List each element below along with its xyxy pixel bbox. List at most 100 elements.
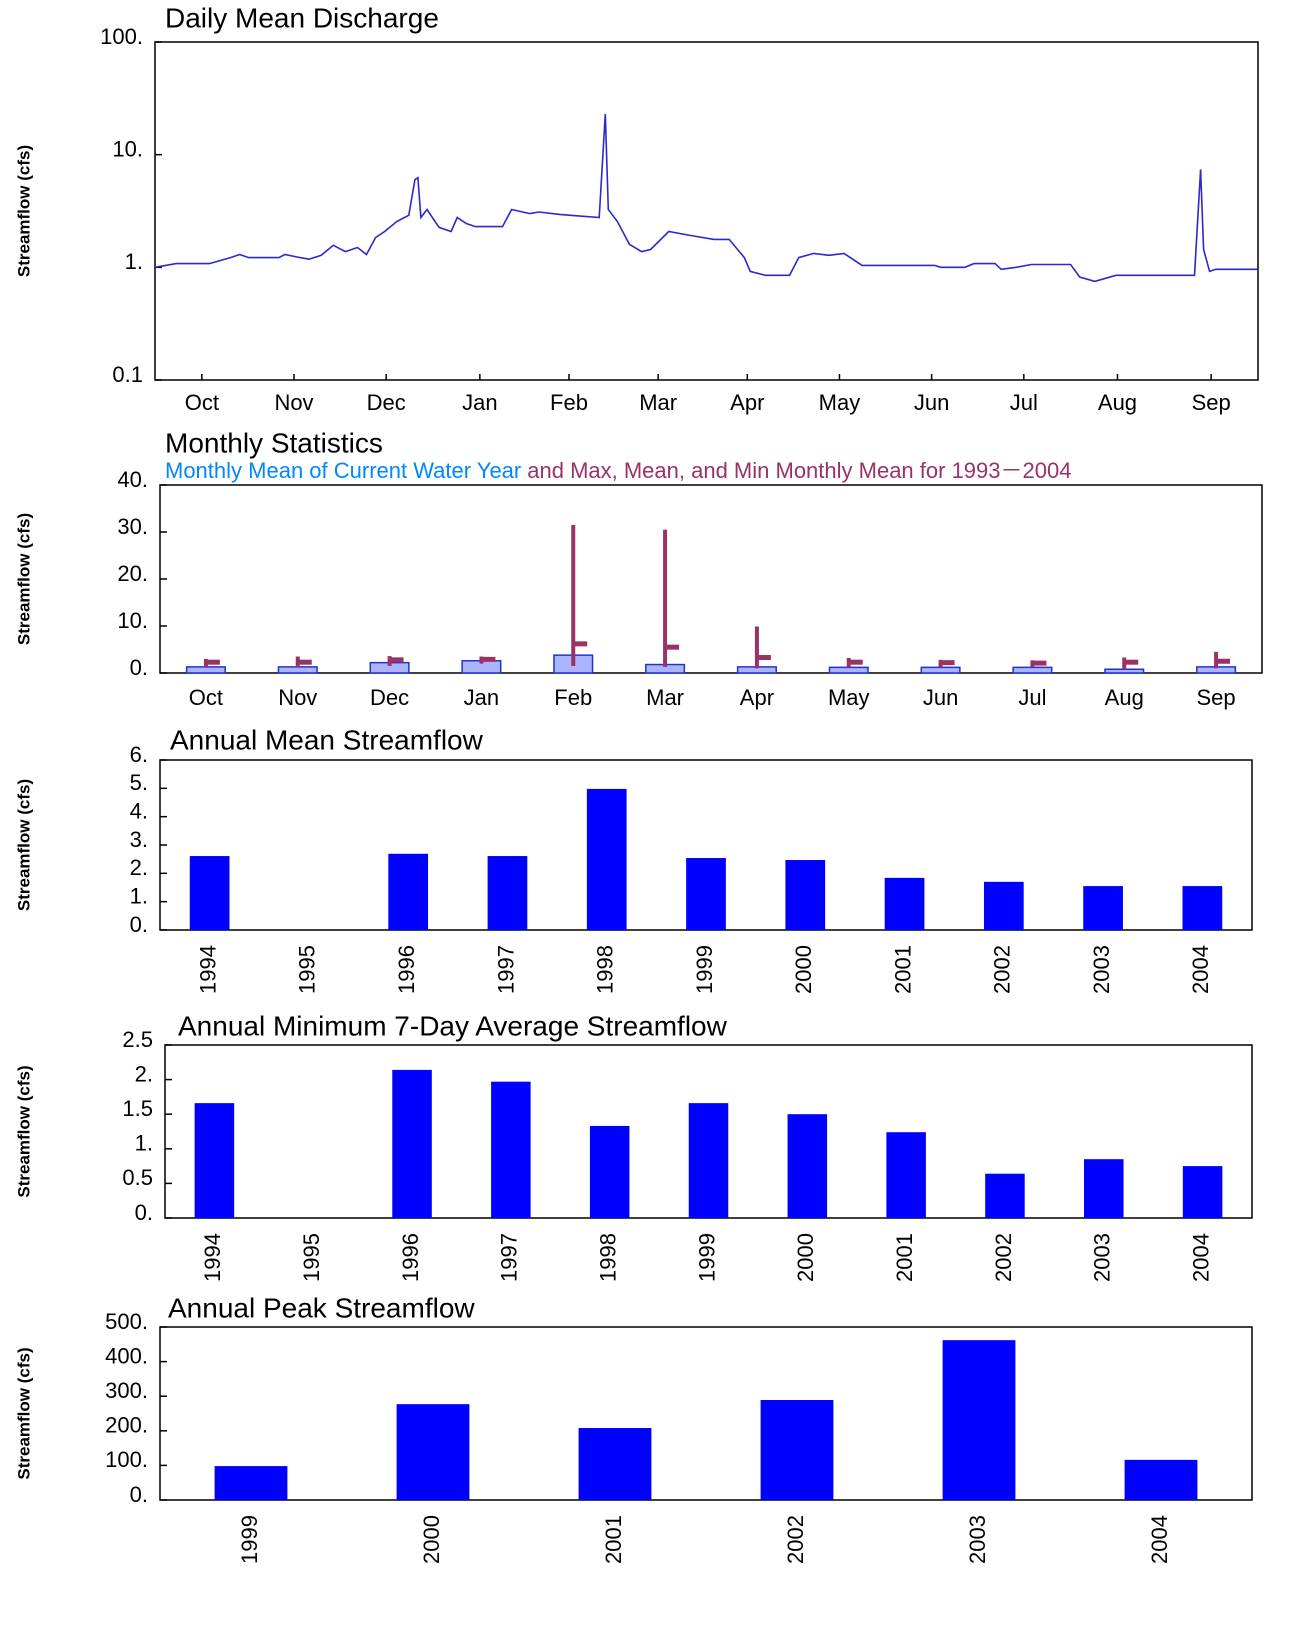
x-tick-label: Jun bbox=[914, 390, 949, 415]
y-tick-label: 100. bbox=[105, 1447, 148, 1472]
x-tick-label: Mar bbox=[639, 390, 677, 415]
bar bbox=[392, 1069, 432, 1218]
x-tick-label: Oct bbox=[185, 390, 219, 415]
x-tick-label: Jan bbox=[462, 390, 497, 415]
bar bbox=[277, 666, 318, 674]
bar bbox=[1182, 1166, 1223, 1218]
chart-title: Annual Minimum 7-Day Average Streamflow bbox=[178, 1010, 728, 1041]
chart-title: Daily Mean Discharge bbox=[165, 2, 439, 33]
y-tick-label: 0. bbox=[135, 1200, 153, 1225]
bar bbox=[686, 858, 726, 930]
x-tick-label: 1998 bbox=[595, 1233, 620, 1282]
y-tick-label: 1.5 bbox=[122, 1096, 153, 1121]
x-tick-label: 1995 bbox=[295, 945, 320, 994]
bar bbox=[586, 788, 627, 930]
x-tick-label: Apr bbox=[730, 390, 764, 415]
plot-frame bbox=[154, 41, 1259, 381]
y-tick-label: 100. bbox=[100, 24, 143, 49]
y-axis-label: Streamflow (cfs) bbox=[14, 779, 33, 911]
line-series bbox=[154, 113, 1258, 283]
x-tick-label: 2004 bbox=[1188, 1233, 1213, 1282]
x-tick-label: 2002 bbox=[783, 1515, 808, 1564]
bar bbox=[491, 1081, 531, 1218]
y-tick-label: 300. bbox=[105, 1378, 148, 1403]
y-tick-label: 0. bbox=[130, 912, 148, 937]
x-tick-label: May bbox=[828, 685, 870, 710]
y-tick-label: 30. bbox=[117, 514, 148, 539]
bar bbox=[189, 856, 230, 930]
bar bbox=[1182, 886, 1223, 930]
x-tick-label: May bbox=[819, 390, 861, 415]
y-tick-label: 0.5 bbox=[122, 1165, 153, 1190]
bar bbox=[214, 1466, 288, 1500]
bar bbox=[828, 666, 869, 674]
bar bbox=[886, 1132, 926, 1218]
x-tick-label: 1994 bbox=[195, 945, 220, 994]
y-tick-label: 2.5 bbox=[122, 1027, 153, 1052]
y-tick-label: 2. bbox=[130, 855, 148, 880]
y-tick-label: 500. bbox=[105, 1309, 148, 1334]
bar bbox=[787, 1114, 828, 1218]
x-tick-label: 1997 bbox=[497, 1233, 522, 1282]
x-tick-label: 1996 bbox=[398, 1233, 423, 1282]
x-tick-label: 2000 bbox=[419, 1515, 444, 1564]
bar bbox=[942, 1340, 1016, 1500]
x-tick-label: 2000 bbox=[791, 945, 816, 994]
x-tick-label: Jun bbox=[923, 685, 958, 710]
legend-entry: and Max, Mean, and Min Monthly Mean for … bbox=[527, 458, 1071, 483]
x-tick-label: Nov bbox=[274, 390, 313, 415]
bar bbox=[884, 877, 925, 930]
x-tick-label: 1998 bbox=[593, 945, 618, 994]
y-tick-label: 4. bbox=[130, 798, 148, 823]
x-tick-label: Jan bbox=[464, 685, 499, 710]
y-axis-label: Streamflow (cfs) bbox=[14, 1065, 33, 1197]
y-axis-label: Streamflow (cfs) bbox=[14, 145, 33, 277]
y-tick-label: 1. bbox=[125, 249, 143, 274]
bar bbox=[688, 1103, 729, 1218]
bar bbox=[1104, 668, 1145, 674]
x-tick-label: Sep bbox=[1192, 390, 1231, 415]
x-tick-label: 2000 bbox=[793, 1233, 818, 1282]
x-tick-label: Aug bbox=[1098, 390, 1137, 415]
y-tick-label: 40. bbox=[117, 467, 148, 492]
bar bbox=[985, 1173, 1025, 1218]
y-tick-label: 400. bbox=[105, 1343, 148, 1368]
x-tick-label: 1996 bbox=[394, 945, 419, 994]
bar bbox=[589, 1125, 630, 1218]
y-tick-label: 1. bbox=[130, 883, 148, 908]
x-tick-label: 2003 bbox=[965, 1515, 990, 1564]
x-tick-label: Aug bbox=[1105, 685, 1144, 710]
x-tick-label: 2001 bbox=[601, 1515, 626, 1564]
y-axis-label: Streamflow (cfs) bbox=[14, 513, 33, 645]
chart-title: Annual Mean Streamflow bbox=[170, 724, 484, 755]
bar bbox=[388, 853, 429, 930]
x-tick-label: Dec bbox=[370, 685, 409, 710]
bar bbox=[396, 1404, 470, 1500]
chart-title: Monthly Statistics bbox=[165, 427, 383, 458]
x-tick-label: Feb bbox=[550, 390, 588, 415]
bar bbox=[578, 1428, 652, 1500]
x-tick-label: 2004 bbox=[1147, 1515, 1172, 1564]
x-tick-label: Dec bbox=[367, 390, 406, 415]
bar bbox=[1124, 1459, 1198, 1500]
x-tick-label: 1994 bbox=[200, 1233, 225, 1282]
x-tick-label: 2002 bbox=[990, 945, 1015, 994]
y-tick-label: 20. bbox=[117, 561, 148, 586]
x-tick-label: 1999 bbox=[694, 1233, 719, 1282]
chart-title: Annual Peak Streamflow bbox=[168, 1292, 475, 1323]
x-tick-label: Feb bbox=[554, 685, 592, 710]
x-tick-label: 2002 bbox=[991, 1233, 1016, 1282]
x-tick-label: 1995 bbox=[299, 1233, 324, 1282]
x-tick-label: Oct bbox=[189, 685, 223, 710]
x-tick-label: Mar bbox=[646, 685, 684, 710]
x-tick-label: Sep bbox=[1197, 685, 1236, 710]
x-tick-label: Jul bbox=[1018, 685, 1046, 710]
bar bbox=[785, 860, 826, 930]
x-tick-label: 1999 bbox=[237, 1515, 262, 1564]
y-tick-label: 6. bbox=[130, 742, 148, 767]
x-tick-label: 2003 bbox=[1089, 945, 1114, 994]
bar bbox=[194, 1103, 235, 1218]
bar bbox=[983, 881, 1024, 930]
legend-entry: Monthly Mean of Current Water Year bbox=[165, 458, 521, 483]
